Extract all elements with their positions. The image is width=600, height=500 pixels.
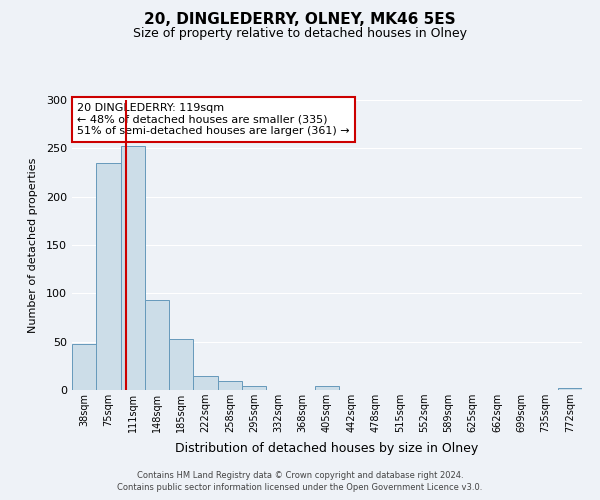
Text: Distribution of detached houses by size in Olney: Distribution of detached houses by size … [175, 442, 479, 455]
Text: 20, DINGLEDERRY, OLNEY, MK46 5ES: 20, DINGLEDERRY, OLNEY, MK46 5ES [144, 12, 456, 28]
Text: 20 DINGLEDERRY: 119sqm
← 48% of detached houses are smaller (335)
51% of semi-de: 20 DINGLEDERRY: 119sqm ← 48% of detached… [77, 103, 350, 136]
Bar [193, 376, 218, 390]
Bar [242, 386, 266, 390]
Bar [558, 388, 582, 390]
Text: Size of property relative to detached houses in Olney: Size of property relative to detached ho… [133, 28, 467, 40]
Text: Contains HM Land Registry data © Crown copyright and database right 2024.
Contai: Contains HM Land Registry data © Crown c… [118, 471, 482, 492]
Bar [96, 163, 121, 390]
Bar [72, 344, 96, 390]
Bar [121, 146, 145, 390]
Bar [169, 339, 193, 390]
Bar [315, 386, 339, 390]
Bar [145, 300, 169, 390]
Y-axis label: Number of detached properties: Number of detached properties [28, 158, 38, 332]
Bar [218, 382, 242, 390]
